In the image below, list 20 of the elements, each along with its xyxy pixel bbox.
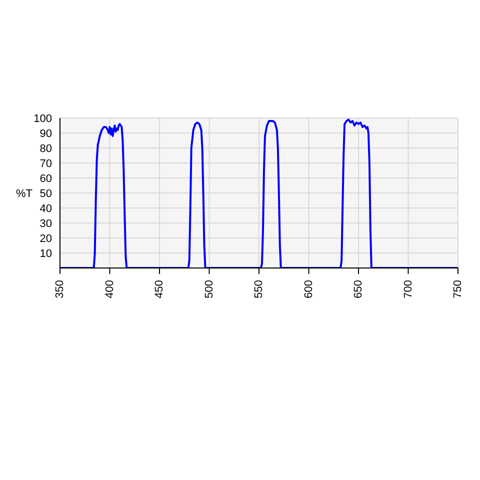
y-tick-label: 60	[40, 172, 52, 185]
y-tick-label: 50	[40, 188, 52, 200]
y-axis-title: %T	[16, 188, 33, 200]
y-tick-label: 90	[40, 128, 52, 140]
x-tick-label: 350	[54, 280, 66, 298]
x-tick-label: 700	[402, 280, 414, 298]
x-tick-label: 450	[154, 280, 166, 298]
y-tick-label: 70	[40, 158, 52, 170]
x-tick-label: 750	[452, 280, 464, 298]
y-tick-label: 30	[40, 218, 52, 230]
x-tick-label: 650	[352, 280, 364, 298]
y-tick-label: 40	[40, 202, 52, 215]
x-tick-label: 500	[203, 280, 216, 298]
x-tick-label: 600	[302, 280, 315, 298]
y-tick-label: 10	[40, 248, 52, 260]
y-tick-label: 100	[34, 112, 52, 125]
x-tick-label: 550	[253, 280, 265, 298]
y-tick-label: 80	[40, 142, 52, 155]
x-tick-label: 400	[104, 280, 116, 298]
y-tick-label: 20	[40, 232, 52, 245]
